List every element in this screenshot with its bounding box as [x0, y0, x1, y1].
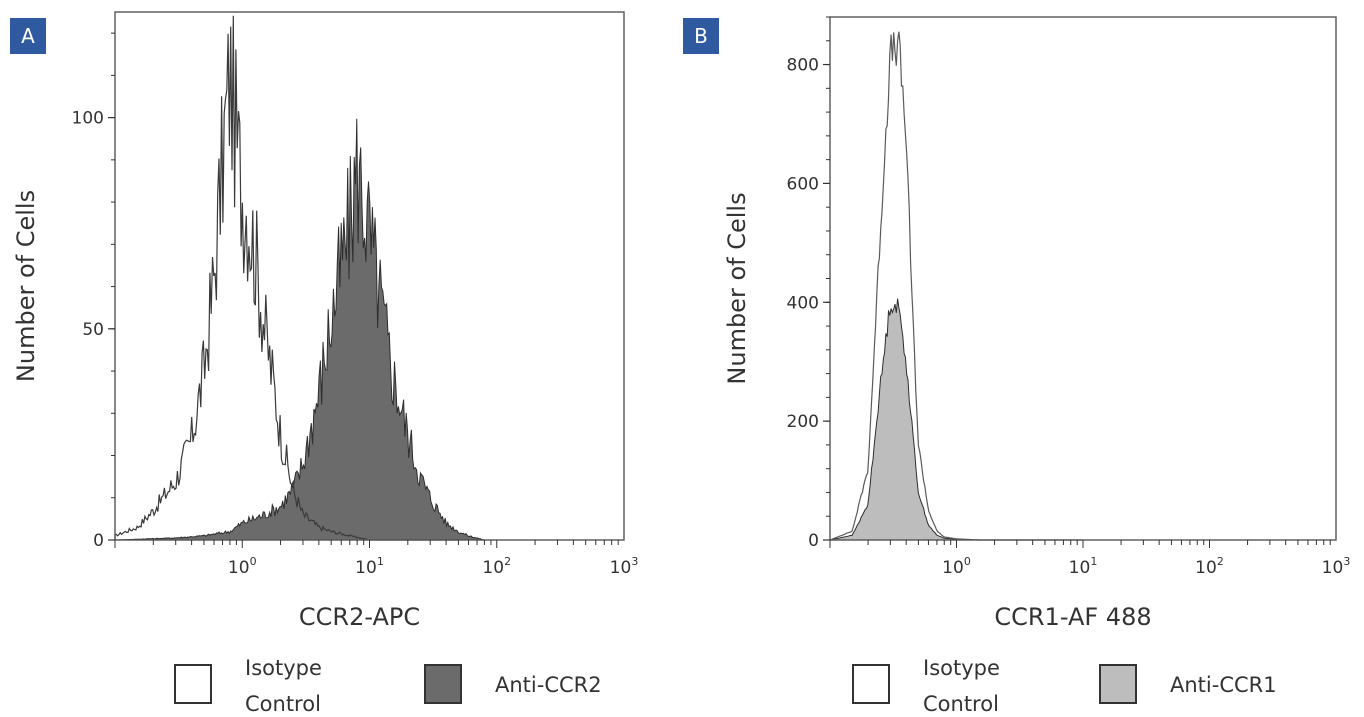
- series-isotype-control-line: [829, 31, 1083, 541]
- y-tick-label: 400: [787, 293, 819, 313]
- y-tick-label: 600: [787, 174, 819, 194]
- x-tick-label: 100: [228, 555, 257, 578]
- panel-a-badge: A: [10, 18, 46, 54]
- x-tick-label: 102: [1195, 555, 1224, 578]
- legend-label: Isotype: [245, 656, 322, 680]
- x-tick-label: 103: [610, 555, 639, 578]
- x-tick-label: 103: [1322, 555, 1351, 578]
- legend-label: Anti-CCR1: [1170, 673, 1277, 697]
- series-anti-ccr1-area: [829, 298, 1083, 541]
- x-axis-label: CCR2-APC: [299, 603, 420, 631]
- y-tick-label: 50: [82, 320, 104, 340]
- chart-panel-b: 0 200 400 600 800 100 101 102 103 CCR1-AF 488 Numb…: [723, 16, 1351, 716]
- legend-swatch: [424, 664, 462, 704]
- x-tick-label: 101: [355, 555, 384, 578]
- y-tick-label: 200: [787, 412, 819, 432]
- legend-label: Anti-CCR2: [495, 673, 602, 697]
- legend-swatch: [174, 664, 212, 704]
- y-axis-label: Number of Cells: [723, 192, 751, 384]
- legend-label: Isotype: [923, 656, 1000, 680]
- y-tick-label: 100: [72, 109, 104, 129]
- y-tick-label: 0: [808, 531, 819, 551]
- legend-swatch: [852, 664, 890, 704]
- y-tick-label: 0: [93, 531, 104, 551]
- chart-panel-a: 0 50 100 100 101 102 103 CCR2-APC Number of Cell…: [12, 11, 639, 716]
- y-tick-label: 800: [787, 56, 819, 76]
- y-axis-label: Number of Cells: [12, 190, 40, 382]
- legend-label: Control: [245, 692, 321, 716]
- panel-b-badge: B: [683, 18, 719, 54]
- x-tick-label: 100: [942, 555, 971, 578]
- x-axis-label: CCR1-AF 488: [994, 603, 1151, 631]
- x-tick-label: 102: [482, 555, 511, 578]
- legend-label: Control: [923, 692, 999, 716]
- series-anti-ccr2-area: [114, 118, 485, 541]
- legend-swatch: [1099, 664, 1137, 704]
- x-tick-label: 101: [1069, 555, 1098, 578]
